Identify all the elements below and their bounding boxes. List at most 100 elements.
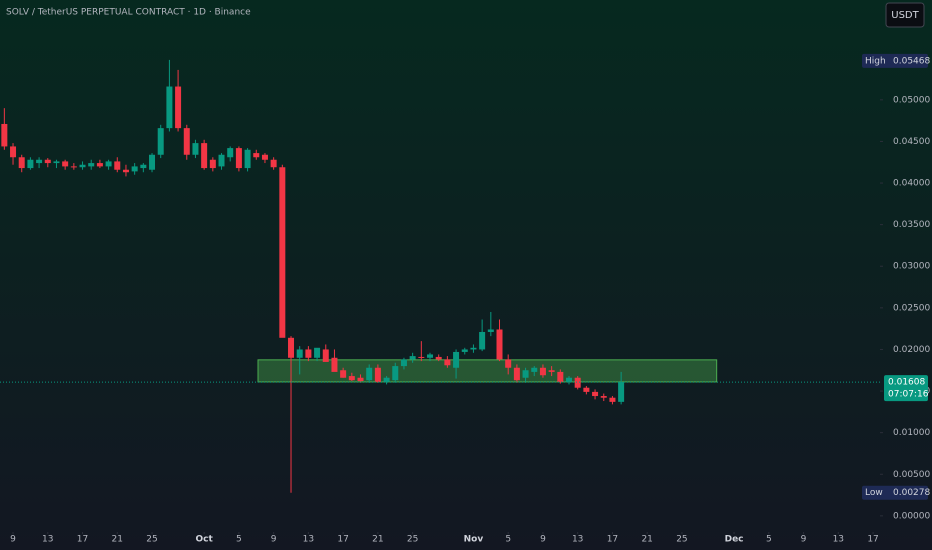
candle-body <box>348 376 355 381</box>
high-value: 0.05468 <box>893 56 930 66</box>
candle-body <box>618 382 625 402</box>
candle-body <box>505 359 512 368</box>
y-tick-label: 0.00500 <box>893 470 930 480</box>
candle-body <box>70 166 77 168</box>
countdown-label: 07:07:16 <box>888 390 929 400</box>
candle-body <box>18 157 25 169</box>
candle-body <box>539 367 546 376</box>
x-tick-label: Dec <box>725 535 744 545</box>
candle-body <box>574 377 581 388</box>
candle-body <box>461 349 468 352</box>
candle-body <box>548 370 555 372</box>
candle-body <box>122 169 129 173</box>
x-tick-label: 13 <box>572 535 583 545</box>
candle-body <box>496 329 503 360</box>
low-box <box>862 485 928 500</box>
y-tick-label: 0.03000 <box>893 262 930 272</box>
candle-body <box>314 347 321 358</box>
candle-body <box>88 163 95 167</box>
high-box <box>862 53 928 68</box>
candle-body <box>357 377 364 382</box>
candle-body <box>487 329 494 332</box>
y-tick-label: 0.04000 <box>893 179 930 189</box>
candle-body <box>157 128 164 155</box>
candle-body <box>79 164 86 168</box>
candle-body <box>140 164 147 169</box>
candle-body <box>218 154 225 167</box>
candle-body <box>444 359 451 366</box>
x-tick-label: 21 <box>112 535 123 545</box>
candle-body <box>244 149 251 169</box>
x-tick-label: Oct <box>195 535 213 545</box>
y-tick-label: 0.05000 <box>893 95 930 105</box>
currency-label[interactable]: USDT <box>891 10 919 21</box>
candle-body <box>288 337 295 358</box>
candle-body <box>566 377 573 382</box>
candle-body <box>209 159 216 169</box>
x-tick-label: 13 <box>42 535 53 545</box>
candle-body <box>175 86 182 129</box>
candle-body <box>322 349 329 362</box>
candle-body <box>340 370 347 378</box>
y-tick-label: 0.02000 <box>893 345 930 355</box>
x-tick-label: 25 <box>676 535 687 545</box>
x-tick-label: 13 <box>303 535 314 545</box>
last-price-box <box>884 375 928 402</box>
x-tick-label: 13 <box>833 535 844 545</box>
x-tick-label: 25 <box>407 535 418 545</box>
candle-body <box>400 359 407 367</box>
x-tick-label: 21 <box>641 535 652 545</box>
x-tick-label: 17 <box>77 535 88 545</box>
high-name: High <box>865 56 886 66</box>
candle-body <box>253 153 260 158</box>
candle-body <box>479 331 486 350</box>
candle-body <box>62 161 69 167</box>
y-tick-label: 0.03500 <box>893 220 930 230</box>
candle-body <box>331 357 338 372</box>
support-zone <box>257 359 718 383</box>
x-tick-label: 5 <box>766 535 772 545</box>
candle-body <box>583 387 590 392</box>
candle-body <box>105 161 112 167</box>
candle-body <box>513 367 520 381</box>
low-name: Low <box>865 488 883 498</box>
candle-body <box>27 159 34 169</box>
x-tick-label: 21 <box>372 535 383 545</box>
y-tick-label: 0.02500 <box>893 303 930 313</box>
candle-body <box>522 370 529 378</box>
candle-body <box>44 159 51 164</box>
candle-body <box>1 123 8 147</box>
x-tick-label: 5 <box>236 535 242 545</box>
x-tick-label: 17 <box>867 535 878 545</box>
x-tick-label: 17 <box>337 535 348 545</box>
candle-body <box>366 367 373 381</box>
candle-body <box>296 349 303 358</box>
candle-body <box>453 351 460 368</box>
candle-body <box>131 166 138 172</box>
candle-body <box>305 349 312 358</box>
y-tick-label: 0.04500 <box>893 137 930 147</box>
x-tick-label: 9 <box>271 535 277 545</box>
candle-body <box>53 161 60 164</box>
last-price-label: 0.01608 <box>888 378 925 388</box>
candle-body <box>531 367 538 372</box>
candle-body <box>409 356 416 360</box>
low-value: 0.00278 <box>893 488 930 498</box>
candle-body <box>201 143 208 169</box>
candle-body <box>557 371 564 382</box>
candle-body <box>374 367 381 382</box>
candle-body <box>36 159 43 164</box>
currency-button[interactable] <box>885 2 925 28</box>
candle-body <box>149 154 156 170</box>
candle-body <box>192 143 199 155</box>
candle-body <box>600 396 607 398</box>
chart-title: SOLV / TetherUS PERPETUAL CONTRACT · 1D … <box>6 8 251 18</box>
candle-body <box>418 356 425 358</box>
candle-body <box>10 146 17 158</box>
candle-body <box>427 354 434 358</box>
candle-body <box>235 148 242 169</box>
candle-body <box>392 366 399 381</box>
x-tick-label: 9 <box>540 535 546 545</box>
